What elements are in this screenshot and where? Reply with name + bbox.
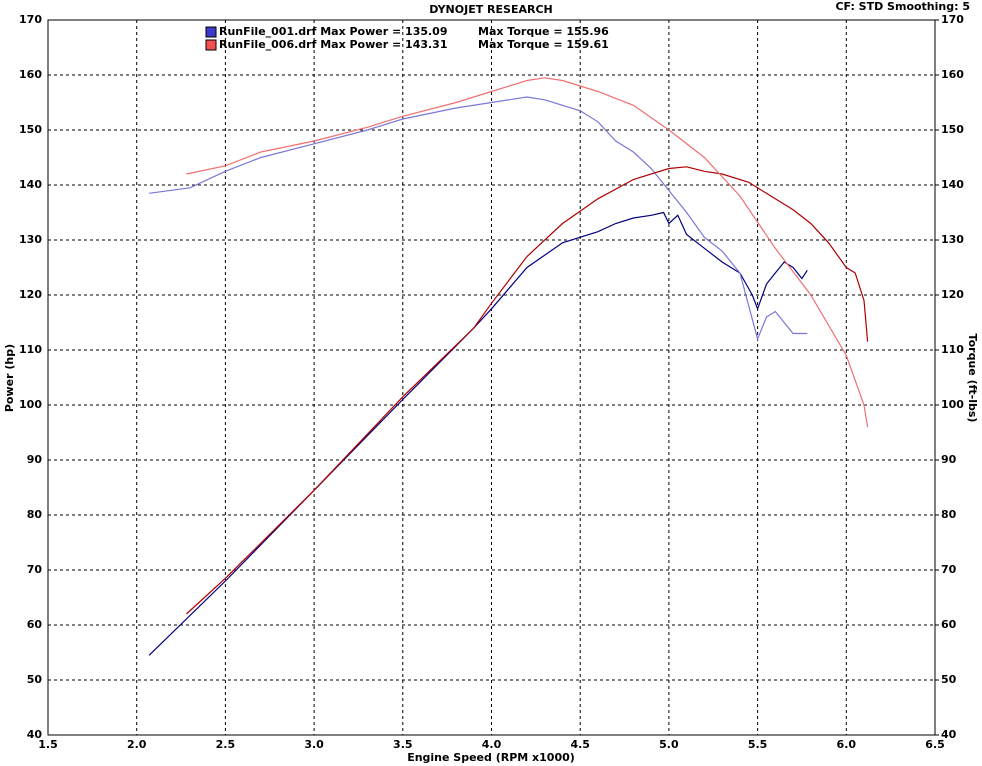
x-tick-label: 4.5 <box>570 738 590 751</box>
series-line <box>185 166 869 615</box>
x-tick-label: 6.5 <box>925 738 945 751</box>
y-tick-label: 150 <box>19 123 42 136</box>
y-tick-label: 120 <box>19 288 42 301</box>
legend-label: RunFile_001.drf Max Power = 135.09 <box>219 25 448 38</box>
legend-label: RunFile_006.drf Max Power = 143.31 <box>219 38 448 51</box>
y-tick-label: 170 <box>19 13 42 26</box>
y2-tick-label: 70 <box>941 563 957 576</box>
y-tick-label: 90 <box>27 453 43 466</box>
y2-tick-label: 100 <box>941 398 964 411</box>
legend-torque: Max Torque = 155.96 <box>478 25 609 38</box>
legend-torque: Max Torque = 159.61 <box>478 38 609 51</box>
legend-swatch <box>205 26 217 38</box>
y-tick-label: 140 <box>19 178 42 191</box>
y-tick-label: 40 <box>27 728 43 741</box>
y2-tick-label: 160 <box>941 68 964 81</box>
y2-tick-label: 140 <box>941 178 964 191</box>
y2-tick-label: 110 <box>941 343 964 356</box>
legend-swatch <box>205 39 217 51</box>
y2-tick-label: 120 <box>941 288 964 301</box>
x-tick-label: 3.5 <box>393 738 413 751</box>
x-tick-label: 1.5 <box>38 738 58 751</box>
x-tick-label: 6.0 <box>837 738 857 751</box>
y-tick-label: 110 <box>19 343 42 356</box>
x-tick-label: 5.5 <box>748 738 768 751</box>
y-tick-label: 80 <box>27 508 43 521</box>
series-line <box>186 77 869 428</box>
series-line <box>149 96 808 341</box>
x-tick-label: 5.0 <box>659 738 679 751</box>
y-tick-label: 60 <box>27 618 43 631</box>
y-tick-label: 160 <box>19 68 42 81</box>
y-tick-label: 130 <box>19 233 42 246</box>
subtitle: CF: STD Smoothing: 5 <box>835 0 970 13</box>
y2-tick-label: 80 <box>941 508 957 521</box>
y2-tick-label: 90 <box>941 453 957 466</box>
y2-tick-label: 130 <box>941 233 964 246</box>
y2-tick-label: 60 <box>941 618 957 631</box>
y2-axis-label: Torque (ft-lbs) <box>966 334 979 423</box>
y-tick-label: 100 <box>19 398 42 411</box>
x-tick-label: 3.0 <box>304 738 324 751</box>
y-tick-label: 50 <box>27 673 43 686</box>
x-axis-label: Engine Speed (RPM x1000) <box>407 751 575 764</box>
y2-tick-label: 150 <box>941 123 964 136</box>
y2-tick-label: 40 <box>941 728 957 741</box>
x-tick-label: 4.0 <box>482 738 502 751</box>
chart-title: DYNOJET RESEARCH <box>429 3 552 16</box>
y2-tick-label: 170 <box>941 13 964 26</box>
x-tick-label: 2.0 <box>127 738 147 751</box>
x-tick-label: 2.5 <box>216 738 236 751</box>
y-tick-label: 70 <box>27 563 43 576</box>
y-axis-label: Power (hp) <box>3 344 16 412</box>
series-line <box>148 211 808 656</box>
y2-tick-label: 50 <box>941 673 957 686</box>
